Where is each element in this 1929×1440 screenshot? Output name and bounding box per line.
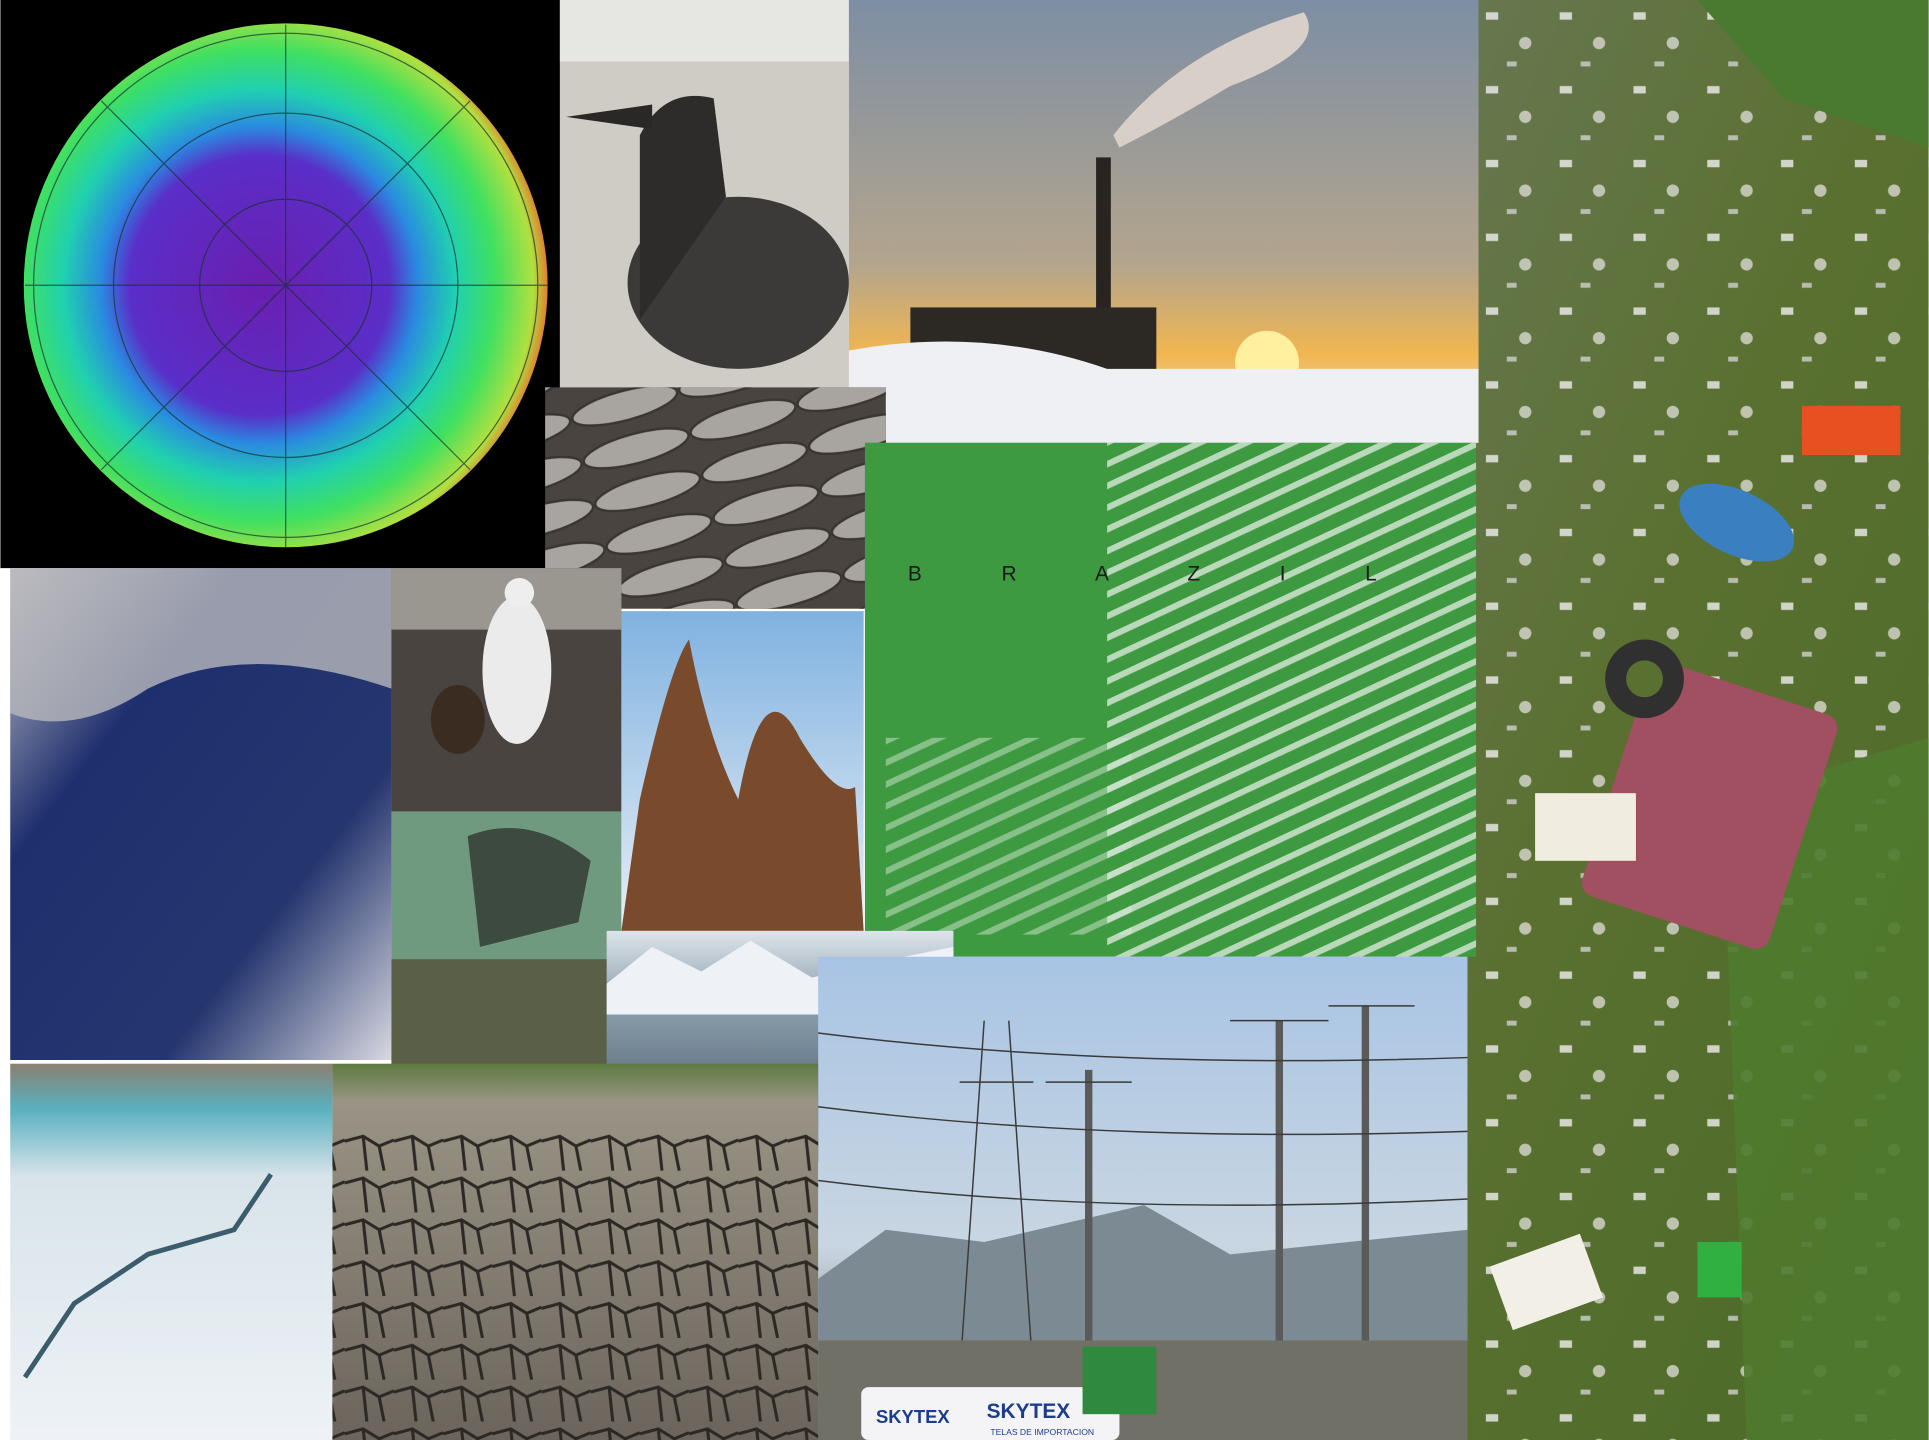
river-photo (1303, 0, 1929, 1440)
van-subtitle: TELAS DE IMPORTACION (990, 1427, 1094, 1437)
van (861, 1387, 1120, 1440)
power-lines-photo: SKYTEX SKYTEX TELAS DE IMPORTACION (818, 956, 1468, 1440)
diver-photo (391, 811, 622, 1068)
ozone-photo (0, 0, 560, 569)
map-label: B R A Z I L (908, 562, 1389, 585)
van-sign: SKYTEX (876, 1406, 950, 1427)
oil-water-photo (10, 568, 392, 1061)
cracked-earth-photo (332, 1063, 819, 1440)
bird-photo (559, 0, 849, 388)
brazil-map-photo: B R A Z I L (864, 442, 1477, 957)
smokestack-photo (848, 0, 1479, 443)
van-sign: SKYTEX (987, 1400, 1071, 1423)
ivory-photo (621, 611, 864, 931)
ice-crack-photo (10, 1063, 333, 1440)
worker-photo (391, 568, 622, 812)
